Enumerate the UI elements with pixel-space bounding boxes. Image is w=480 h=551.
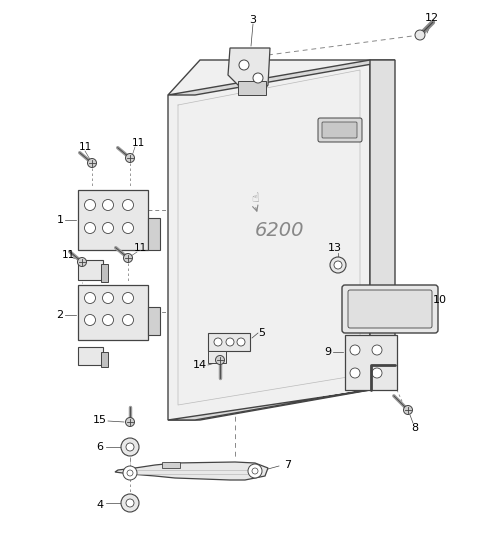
Text: 3: 3 <box>250 15 256 25</box>
Bar <box>208 351 226 363</box>
Text: 13: 13 <box>328 243 342 253</box>
Bar <box>78 260 103 280</box>
Bar <box>148 307 160 335</box>
Circle shape <box>121 494 139 512</box>
Polygon shape <box>370 60 395 390</box>
FancyBboxPatch shape <box>318 118 362 142</box>
Text: 7: 7 <box>285 460 291 470</box>
Circle shape <box>239 60 249 70</box>
Circle shape <box>126 443 134 451</box>
Text: 6: 6 <box>96 442 104 452</box>
Circle shape <box>334 261 342 269</box>
Circle shape <box>125 154 134 163</box>
Bar <box>101 264 108 282</box>
Circle shape <box>350 368 360 378</box>
Circle shape <box>252 468 258 474</box>
FancyBboxPatch shape <box>348 290 432 328</box>
Text: 8: 8 <box>411 423 419 433</box>
Text: 11: 11 <box>61 250 74 260</box>
Text: ☝: ☝ <box>251 192 259 205</box>
Text: 11: 11 <box>78 142 92 152</box>
Bar <box>345 335 397 390</box>
Circle shape <box>216 355 225 365</box>
Circle shape <box>103 199 113 210</box>
Text: 11: 11 <box>133 243 146 253</box>
Text: 15: 15 <box>93 415 107 425</box>
FancyBboxPatch shape <box>322 122 357 138</box>
Circle shape <box>122 315 133 326</box>
Bar <box>101 352 108 367</box>
Text: 5: 5 <box>259 328 265 338</box>
Polygon shape <box>168 60 395 95</box>
Text: 14: 14 <box>193 360 207 370</box>
FancyBboxPatch shape <box>238 81 266 95</box>
Text: 9: 9 <box>324 347 332 357</box>
Text: 6200: 6200 <box>255 220 305 240</box>
Circle shape <box>214 338 222 346</box>
Polygon shape <box>115 462 268 480</box>
Bar <box>78 190 148 250</box>
Circle shape <box>84 223 96 234</box>
Circle shape <box>122 223 133 234</box>
Circle shape <box>84 199 96 210</box>
Circle shape <box>127 470 133 476</box>
Circle shape <box>248 464 262 478</box>
Bar <box>208 333 250 351</box>
Text: 11: 11 <box>132 138 144 148</box>
FancyBboxPatch shape <box>342 285 438 333</box>
Circle shape <box>103 315 113 326</box>
Circle shape <box>372 368 382 378</box>
Circle shape <box>84 293 96 304</box>
Circle shape <box>103 293 113 304</box>
Circle shape <box>330 257 346 273</box>
Circle shape <box>87 159 96 168</box>
Text: 2: 2 <box>57 310 63 320</box>
Bar <box>78 285 148 340</box>
Circle shape <box>123 253 132 262</box>
Circle shape <box>77 257 86 267</box>
Circle shape <box>122 199 133 210</box>
Circle shape <box>123 466 137 480</box>
Circle shape <box>350 345 360 355</box>
Polygon shape <box>168 60 370 420</box>
Circle shape <box>126 499 134 507</box>
Circle shape <box>121 438 139 456</box>
Bar <box>78 347 103 365</box>
Circle shape <box>226 338 234 346</box>
Circle shape <box>125 418 134 426</box>
Circle shape <box>84 315 96 326</box>
Text: 10: 10 <box>433 295 447 305</box>
Text: 4: 4 <box>96 500 104 510</box>
Polygon shape <box>168 385 395 420</box>
Text: 1: 1 <box>57 215 63 225</box>
Circle shape <box>372 345 382 355</box>
Polygon shape <box>228 48 270 95</box>
Circle shape <box>415 30 425 40</box>
Circle shape <box>103 223 113 234</box>
Text: 12: 12 <box>425 13 439 23</box>
Bar <box>162 462 180 468</box>
Bar <box>148 218 160 250</box>
Circle shape <box>237 338 245 346</box>
Circle shape <box>122 293 133 304</box>
Circle shape <box>253 73 263 83</box>
Circle shape <box>404 406 412 414</box>
